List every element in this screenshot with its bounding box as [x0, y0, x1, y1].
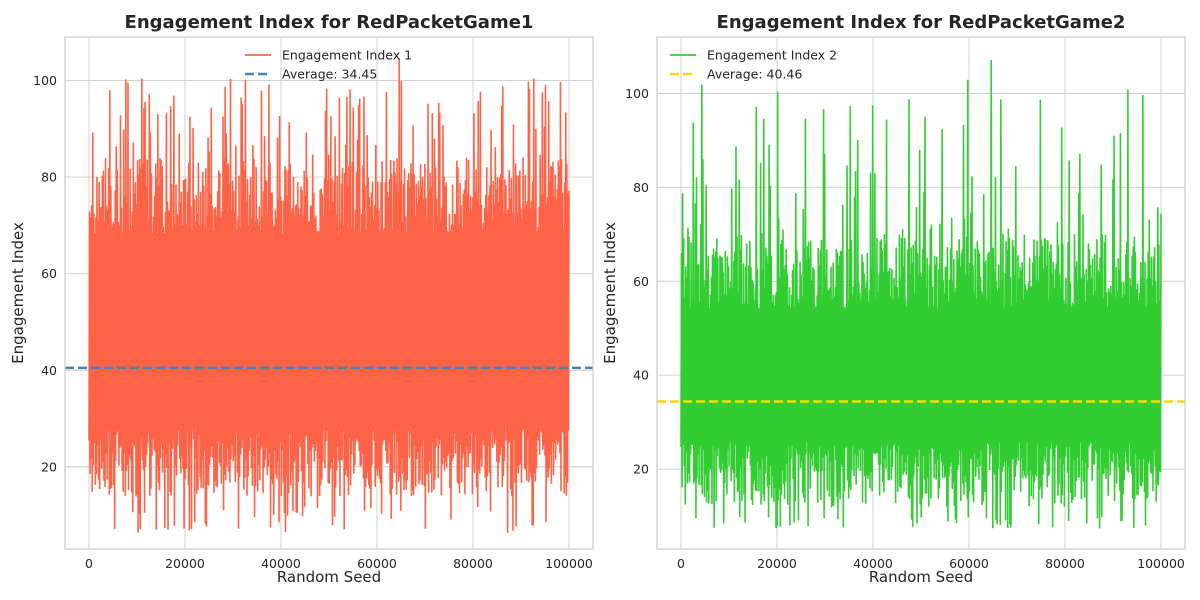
chart2-y-tick-label: 60 — [633, 274, 649, 289]
chart1-plot-frame — [64, 36, 594, 550]
chart2-legend: Engagement Index 2 Average: 40.46 — [670, 48, 837, 82]
chart1-legend-label: Engagement Index 1 — [282, 48, 412, 63]
chart2-y-tick-label: 80 — [633, 180, 649, 195]
chart1-y-tick-label: 100 — [33, 73, 57, 88]
chart2-y-tick-label: 20 — [633, 462, 649, 477]
chart1-title: Engagement Index for RedPacketGame1 — [125, 12, 534, 33]
chart-panel-redpacketgame1: 0 20000 40000 60000 80000 100000 20 40 60 80 100 En… — [9, 12, 594, 586]
chart2-x-tick-label: 80000 — [1045, 556, 1085, 571]
chart1-y-tick-label: 60 — [41, 266, 57, 281]
chart1-x-tick-label: 40000 — [261, 556, 301, 571]
chart2-title: Engagement Index for RedPacketGame2 — [717, 12, 1126, 33]
chart2-x-tick-label: 100000 — [1137, 556, 1185, 571]
chart2-x-tick-label: 0 — [677, 556, 685, 571]
chart1-x-tick-label: 0 — [85, 556, 93, 571]
chart1-y-tick-label: 20 — [41, 459, 57, 474]
chart1-legend-label: Average: 34.45 — [282, 67, 377, 82]
chart1-series-1-line — [88, 57, 570, 533]
chart-panel-redpacketgame2: 0 20000 40000 60000 80000 100000 20 40 60 80 100 En… — [601, 12, 1186, 586]
chart2-x-tick-label: 20000 — [757, 556, 797, 571]
chart1-y-tick-label: 40 — [41, 363, 57, 378]
chart2-y-tick-label: 100 — [625, 86, 649, 101]
chart2-x-axis-label: Random Seed — [869, 568, 973, 586]
chart1-legend: Engagement Index 1 Average: 34.45 — [245, 48, 412, 82]
chart2-legend-label: Average: 40.46 — [707, 67, 802, 82]
chart1-x-tick-label: 80000 — [453, 556, 493, 571]
chart1-y-tick-label: 80 — [41, 170, 57, 185]
chart2-y-axis-label: Engagement Index — [601, 222, 619, 364]
chart2-legend-label: Engagement Index 2 — [707, 48, 837, 63]
chart1-x-tick-label: 100000 — [545, 556, 593, 571]
chart2-plot-frame — [656, 36, 1186, 550]
chart1-x-tick-label: 20000 — [165, 556, 205, 571]
chart1-y-axis-label: Engagement Index — [9, 222, 27, 364]
chart1-x-axis-label: Random Seed — [277, 568, 381, 586]
chart2-series-1-line — [680, 59, 1162, 529]
chart2-x-tick-label: 40000 — [853, 556, 893, 571]
chart2-x-tick-label: 60000 — [949, 556, 989, 571]
chart1-x-tick-label: 60000 — [357, 556, 397, 571]
chart2-y-tick-label: 40 — [633, 368, 649, 383]
